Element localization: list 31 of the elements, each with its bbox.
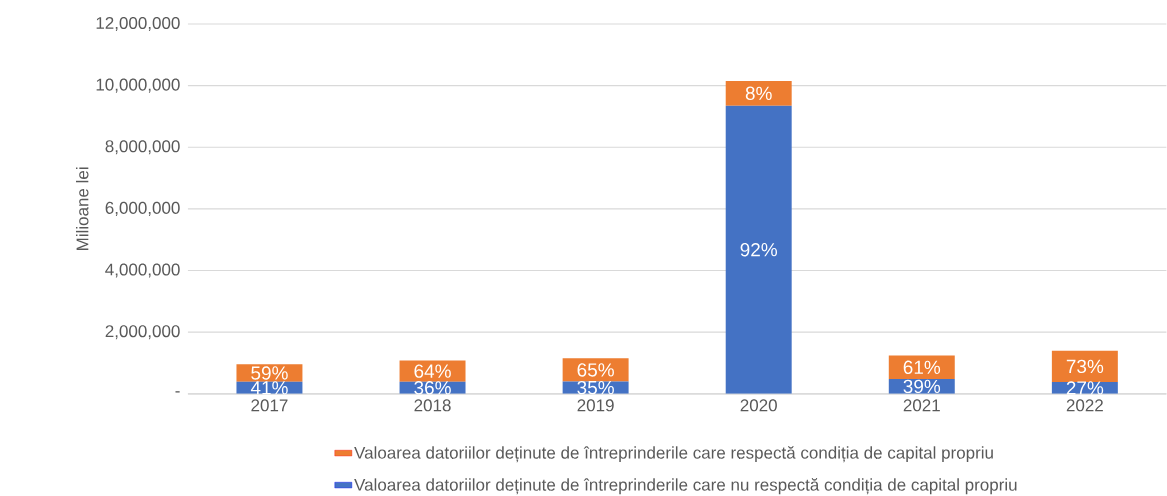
x-tick-label: 2019 xyxy=(577,399,614,412)
annotation: 65% xyxy=(577,363,614,377)
x-tick-label: 2020 xyxy=(740,399,777,412)
annotation: 39% xyxy=(903,379,941,394)
y-tick-label: 4,000,000 xyxy=(105,263,180,278)
bar xyxy=(725,80,792,106)
x-tick-label: 2017 xyxy=(251,399,288,412)
y-axis-title: Milioane lei xyxy=(76,167,89,250)
annotation: 35% xyxy=(577,380,614,395)
annotation: 73% xyxy=(1066,359,1104,374)
x-tick-label: 2018 xyxy=(414,399,451,412)
annotation: 64% xyxy=(414,364,451,378)
legend-label: Valoarea datoriilor deținute de întreprinderile care respectă condiția de capital propriu xyxy=(354,446,993,463)
annotation: 8% xyxy=(745,86,772,100)
y-tick-label: 12,000,000 xyxy=(96,16,180,31)
y-tick-label: 2,000,000 xyxy=(105,325,180,340)
y-tick-label: 6,000,000 xyxy=(105,201,180,216)
annotation: 59% xyxy=(251,366,288,380)
y-tick-label: 10,000,000 xyxy=(96,78,180,93)
annotation: 41% xyxy=(250,381,288,395)
annotation: 61% xyxy=(903,360,941,374)
y-tick-label: - xyxy=(175,391,180,393)
annotation: 27% xyxy=(1066,381,1104,395)
x-tick-label: 2022 xyxy=(1066,399,1103,412)
y-tick-label: 8,000,000 xyxy=(105,140,180,155)
bar xyxy=(1051,350,1118,383)
bar xyxy=(725,105,792,394)
legend-label: Valoarea datoriilor deținute de întreprinderile care nu respectă condiția de capital propriu xyxy=(354,478,1017,495)
annotation: 92% xyxy=(740,242,778,257)
x-tick-label: 2021 xyxy=(903,399,940,412)
annotation: 36% xyxy=(414,381,451,395)
